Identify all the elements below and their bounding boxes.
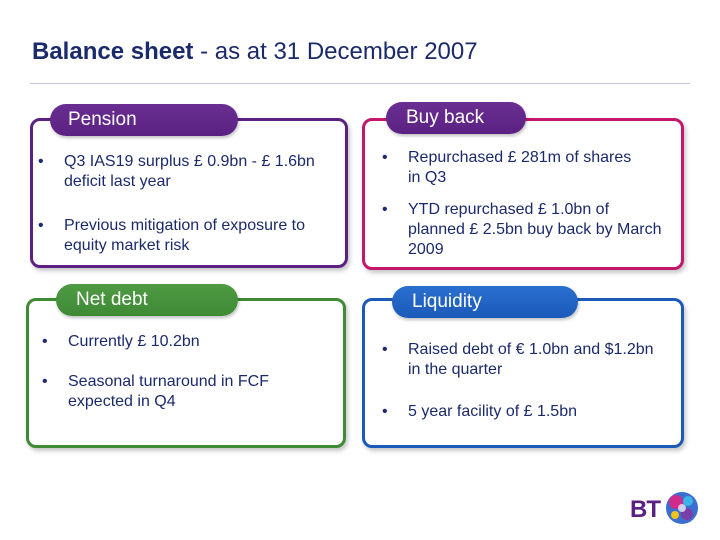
bullet-dot: • <box>38 217 44 234</box>
title-divider <box>30 83 690 84</box>
netdebt-label: Net debt <box>76 289 148 310</box>
pension-bullet-2: • Previous mitigation of exposure to equ… <box>38 216 348 256</box>
title-rest: - as at 31 December 2007 <box>193 38 478 65</box>
liquidity-bullet-1-text: Raised debt of € 1.0bn and $1.2bn in the… <box>408 341 654 378</box>
buyback-bullet-1-text: Repurchased £ 281m of shares in Q3 <box>408 149 632 186</box>
bullet-dot: • <box>42 333 48 350</box>
liquidity-panel <box>362 298 684 448</box>
netdebt-bullet-2-text: Seasonal turnaround in FCF expected in Q… <box>68 373 269 410</box>
pension-bullet-1: • Q3 IAS19 surplus £ 0.9bn - £ 1.6bn def… <box>38 152 338 192</box>
slide-title: Balance sheet - as at 31 December 2007 <box>32 38 478 66</box>
pension-tab: Pension <box>50 104 238 136</box>
bullet-dot: • <box>382 341 388 358</box>
netdebt-bullet-1: • Currently £ 10.2bn <box>42 332 332 352</box>
buyback-bullet-1: • Repurchased £ 281m of shares in Q3 <box>382 148 642 188</box>
netdebt-bullet-1-text: Currently £ 10.2bn <box>68 333 200 350</box>
buyback-label: Buy back <box>406 107 485 128</box>
bullet-dot: • <box>382 201 388 218</box>
pension-bullet-2-text: Previous mitigation of exposure to equit… <box>64 217 306 254</box>
buyback-panel <box>362 118 684 270</box>
bullet-dot: • <box>382 149 388 166</box>
liquidity-label: Liquidity <box>412 291 482 312</box>
buyback-bullet-2-text: YTD repurchased £ 1.0bn of planned £ 2.5… <box>408 201 662 258</box>
liquidity-bullet-1: • Raised debt of € 1.0bn and $1.2bn in t… <box>382 340 662 380</box>
bullet-dot: • <box>382 403 388 420</box>
netdebt-bullet-2: • Seasonal turnaround in FCF expected in… <box>42 372 298 412</box>
liquidity-bullet-2-text: 5 year facility of £ 1.5bn <box>408 403 577 420</box>
bt-logo-text: BT <box>630 496 661 523</box>
netdebt-panel <box>26 298 346 448</box>
buyback-bullet-2: • YTD repurchased £ 1.0bn of planned £ 2… <box>382 200 662 260</box>
buyback-tab: Buy back <box>386 102 526 134</box>
liquidity-bullet-2: • 5 year facility of £ 1.5bn <box>382 402 672 422</box>
netdebt-tab: Net debt <box>56 284 238 316</box>
pension-label: Pension <box>68 109 137 130</box>
liquidity-tab: Liquidity <box>392 286 578 318</box>
bullet-dot: • <box>42 373 48 390</box>
bullet-dot: • <box>38 153 44 170</box>
title-bold: Balance sheet <box>32 38 194 65</box>
pension-bullet-1-text: Q3 IAS19 surplus £ 0.9bn - £ 1.6bn defic… <box>64 153 315 190</box>
bt-globe-icon <box>666 492 698 524</box>
